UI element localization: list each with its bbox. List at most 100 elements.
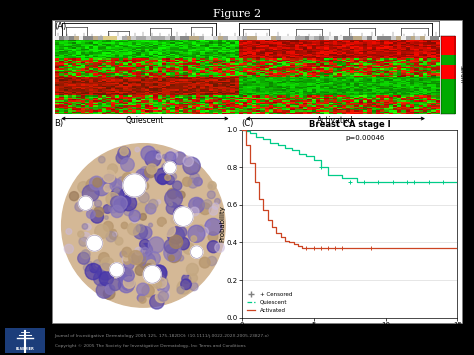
Circle shape [128, 223, 140, 235]
Circle shape [153, 265, 166, 279]
Bar [348, 36, 353, 40]
Circle shape [167, 189, 178, 199]
Circle shape [173, 207, 193, 226]
Circle shape [116, 273, 122, 280]
Circle shape [182, 177, 191, 186]
Y-axis label: Serum: Serum [458, 65, 464, 84]
Bar [410, 36, 415, 40]
Circle shape [111, 188, 124, 201]
Legend: + Censored, Quiescent, Activated: + Censored, Quiescent, Activated [245, 290, 294, 315]
Circle shape [164, 239, 179, 253]
Bar [69, 36, 74, 40]
Circle shape [203, 200, 212, 209]
Circle shape [164, 162, 176, 174]
Circle shape [96, 282, 112, 298]
Bar [363, 36, 367, 40]
Bar [141, 36, 146, 40]
Circle shape [146, 203, 156, 214]
Circle shape [140, 256, 145, 261]
Circle shape [145, 151, 161, 167]
Circle shape [188, 225, 205, 242]
Circle shape [94, 207, 104, 217]
Circle shape [78, 231, 84, 237]
Bar [127, 36, 131, 40]
Bar [98, 36, 102, 40]
Bar [204, 36, 209, 40]
Circle shape [135, 147, 139, 152]
Bar [117, 36, 122, 40]
Bar [59, 36, 64, 40]
Bar [79, 36, 83, 40]
Circle shape [199, 203, 211, 214]
Circle shape [122, 269, 134, 282]
Circle shape [128, 204, 136, 212]
Circle shape [121, 222, 128, 229]
Circle shape [102, 174, 116, 188]
Circle shape [120, 251, 127, 258]
Circle shape [164, 244, 182, 262]
Bar [266, 36, 271, 40]
Circle shape [173, 181, 182, 190]
Circle shape [124, 257, 131, 264]
Circle shape [121, 195, 137, 211]
Circle shape [141, 247, 149, 256]
Circle shape [115, 188, 119, 193]
Circle shape [209, 185, 212, 189]
Circle shape [139, 253, 155, 269]
Circle shape [177, 237, 189, 250]
Bar [199, 36, 204, 40]
Circle shape [189, 274, 198, 282]
Circle shape [135, 247, 143, 255]
Circle shape [85, 224, 91, 230]
Circle shape [93, 179, 110, 196]
Bar [165, 36, 170, 40]
Text: (A): (A) [55, 22, 67, 31]
Circle shape [205, 218, 222, 235]
Circle shape [130, 253, 141, 263]
Circle shape [207, 256, 217, 266]
Circle shape [134, 225, 147, 239]
Circle shape [87, 210, 95, 218]
Bar [83, 36, 88, 40]
Circle shape [118, 147, 130, 159]
Circle shape [85, 263, 101, 280]
Circle shape [207, 241, 219, 253]
Circle shape [194, 213, 200, 219]
Circle shape [209, 206, 218, 215]
Circle shape [160, 285, 165, 290]
Bar [310, 36, 314, 40]
Circle shape [107, 267, 113, 273]
Circle shape [158, 291, 169, 301]
Circle shape [148, 237, 164, 253]
Bar [170, 36, 175, 40]
Circle shape [70, 192, 79, 201]
Circle shape [115, 237, 123, 245]
Circle shape [167, 249, 181, 263]
Circle shape [136, 202, 148, 215]
Circle shape [103, 222, 113, 231]
Bar [237, 36, 242, 40]
Circle shape [205, 221, 210, 226]
Circle shape [78, 252, 90, 264]
Circle shape [178, 255, 183, 261]
Circle shape [121, 158, 134, 171]
Circle shape [117, 267, 131, 282]
Circle shape [165, 190, 182, 207]
Bar [137, 36, 141, 40]
Bar [213, 36, 218, 40]
Bar [300, 36, 305, 40]
X-axis label: Met free survival (years): Met free survival (years) [307, 331, 392, 337]
Circle shape [82, 224, 88, 229]
Circle shape [176, 191, 181, 196]
Circle shape [93, 260, 103, 269]
Circle shape [122, 173, 134, 184]
Circle shape [81, 250, 90, 259]
Circle shape [199, 227, 209, 236]
Circle shape [118, 277, 134, 293]
Circle shape [139, 254, 147, 262]
Circle shape [139, 226, 152, 239]
Circle shape [112, 186, 123, 197]
Bar [372, 36, 377, 40]
Y-axis label: Probability: Probability [219, 205, 225, 242]
Bar [228, 36, 233, 40]
